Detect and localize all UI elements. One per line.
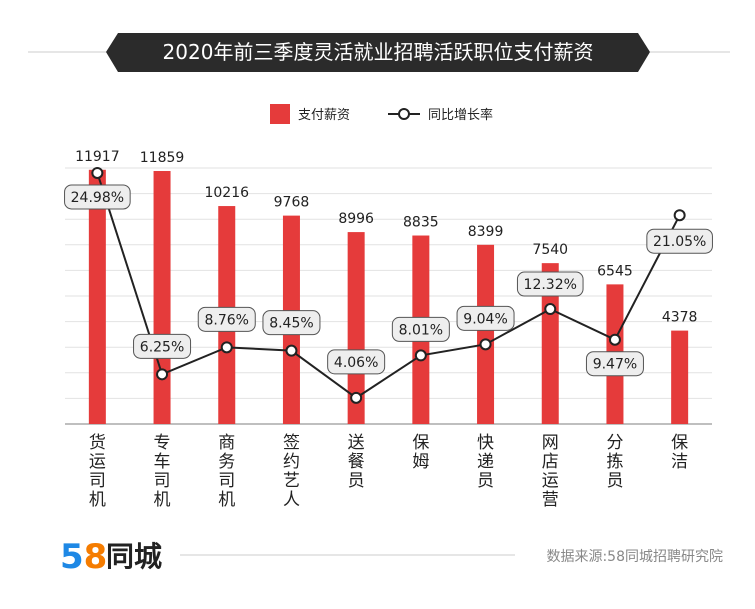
- growth-callout-box: [516, 271, 584, 297]
- category-label: 专车司机: [153, 433, 171, 510]
- bar: [541, 263, 559, 424]
- category-label: 送餐员: [347, 433, 365, 491]
- growth-callout: 9.04%: [456, 305, 515, 331]
- bar-value-label: 7540: [532, 242, 568, 258]
- growth-point: [156, 368, 169, 381]
- bar: [671, 330, 689, 424]
- growth-callout: 8.45%: [262, 310, 321, 336]
- grid: [65, 167, 712, 425]
- title-background: [106, 33, 650, 72]
- category-label: 网店运营: [541, 433, 559, 510]
- category-label: 保洁: [671, 433, 689, 472]
- bar-value-label: 8399: [468, 224, 504, 240]
- growth-value-label: 6.25%: [140, 339, 184, 355]
- growth-point: [544, 303, 557, 316]
- bar-series: [88, 169, 689, 424]
- category-label: 快递员: [477, 433, 495, 491]
- category-label: 签约艺人: [282, 433, 300, 510]
- growth-callout-box: [197, 306, 256, 332]
- growth-value-label: 8.01%: [399, 322, 443, 338]
- growth-point: [673, 209, 686, 222]
- growth-callout-box: [585, 351, 644, 377]
- bar-value-label: 8835: [403, 215, 439, 231]
- growth-callout-box: [646, 228, 713, 254]
- legend-line-label: 同比增长率: [428, 107, 493, 123]
- growth-callout-box: [327, 349, 386, 375]
- footer: 58 同城 数据来源:58同城招聘研究院: [60, 537, 723, 577]
- legend-bar-swatch: [270, 104, 290, 124]
- growth-callout: 6.25%: [133, 333, 192, 359]
- growth-point: [91, 166, 104, 179]
- growth-callout-box: [133, 333, 192, 359]
- title-banner: 2020年前三季度灵活就业招聘活跃职位支付薪资: [28, 33, 730, 72]
- bar-value-label: 6545: [597, 263, 633, 279]
- page-title: 2020年前三季度灵活就业招聘活跃职位支付薪资: [163, 40, 594, 64]
- growth-callout: 8.01%: [391, 316, 450, 342]
- growth-callout: 24.98%: [64, 184, 131, 210]
- growth-value-label: 9.47%: [593, 357, 637, 373]
- category-label: 商务司机: [218, 433, 236, 510]
- growth-callout: 21.05%: [646, 228, 713, 254]
- growth-value-labels: 24.98% 6.25% 8.76% 8.45% 4.06% 8.01% 9.04% 12.3…: [64, 184, 713, 377]
- growth-callout-box: [262, 310, 321, 336]
- category-label: 保姆: [412, 433, 430, 472]
- growth-value-label: 8.76%: [205, 312, 249, 328]
- bar-value-label: 9768: [274, 195, 310, 211]
- legend: 支付薪资 同比增长率: [270, 104, 493, 124]
- growth-value-label: 24.98%: [71, 190, 124, 206]
- growth-callout-box: [64, 184, 131, 210]
- bar-value-label: 11917: [75, 149, 120, 165]
- bar-value-label: 11859: [140, 150, 185, 166]
- growth-line: [96, 172, 681, 400]
- growth-callout-box: [391, 316, 450, 342]
- growth-value-label: 8.45%: [269, 316, 313, 332]
- growth-point: [479, 338, 492, 351]
- growth-callout: 9.47%: [585, 351, 644, 377]
- growth-point: [414, 349, 427, 362]
- data-source: 数据来源:58同城招聘研究院: [546, 549, 723, 565]
- bar: [347, 232, 365, 424]
- growth-value-label: 9.04%: [463, 311, 507, 327]
- bar-value-label: 10216: [204, 185, 249, 201]
- logo-58: 58: [60, 537, 107, 577]
- bar-value-label: 8996: [338, 211, 374, 227]
- growth-callout: 8.76%: [197, 306, 256, 332]
- growth-callout-box: [456, 305, 515, 331]
- growth-value-label: 4.06%: [334, 355, 378, 371]
- growth-point: [285, 344, 298, 357]
- category-label: 货运司机: [88, 433, 106, 510]
- bar-value-label: 4378: [662, 310, 698, 326]
- category-label: 分拣员: [606, 433, 624, 491]
- growth-line-series: [91, 166, 686, 404]
- growth-callout: 4.06%: [327, 349, 386, 375]
- logo-text: 同城: [106, 540, 162, 573]
- growth-point: [350, 391, 363, 404]
- growth-value-label: 21.05%: [653, 234, 706, 250]
- growth-point: [220, 341, 233, 354]
- growth-value-label: 12.32%: [524, 277, 577, 293]
- bar: [88, 169, 106, 424]
- legend-bar-label: 支付薪资: [298, 108, 350, 123]
- legend-line-marker: [398, 108, 410, 120]
- bar: [153, 171, 171, 424]
- bar: [477, 244, 495, 424]
- growth-point: [608, 333, 621, 346]
- growth-callout: 12.32%: [516, 271, 584, 297]
- bar-value-labels: 11917 11859 10216 9768 8996 8835 8399 7540 6545 4…: [75, 149, 697, 326]
